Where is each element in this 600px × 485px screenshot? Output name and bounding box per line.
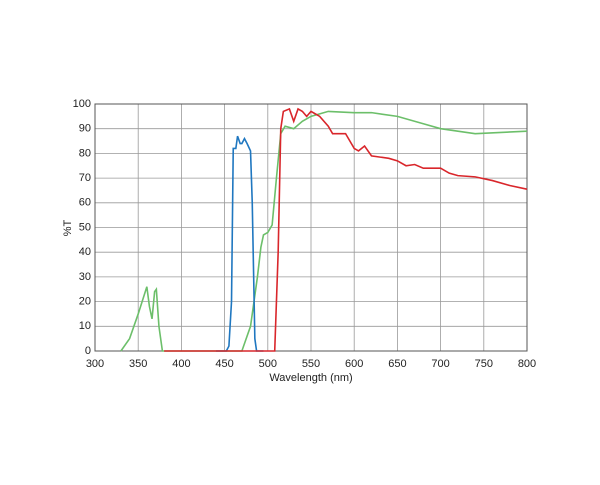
x-tick-label: 800: [518, 358, 536, 370]
x-axis-title: Wavelength (nm): [269, 372, 352, 384]
plot-frame: [94, 103, 528, 352]
y-tick-label: 50: [79, 221, 91, 233]
x-tick-label: 450: [215, 358, 233, 370]
y-tick-label: 90: [79, 123, 91, 135]
y-tick-label: 30: [79, 271, 91, 283]
series-line: [164, 107, 528, 352]
series-line: [215, 135, 264, 352]
series-line: [120, 110, 528, 352]
x-tick-label: 650: [388, 358, 406, 370]
x-tick-label: 300: [86, 358, 104, 370]
y-tick-label: 10: [79, 320, 91, 332]
y-tick-label: 100: [73, 98, 91, 110]
y-tick-label: 40: [79, 246, 91, 258]
x-tick-label: 750: [475, 358, 493, 370]
y-tick-label: 70: [79, 172, 91, 184]
y-tick-label: 0: [85, 345, 91, 357]
x-tick-label: 400: [172, 358, 190, 370]
x-tick-label: 600: [345, 358, 363, 370]
x-tick-label: 550: [302, 358, 320, 370]
y-tick-label: 80: [79, 147, 91, 159]
y-tick-label: 20: [79, 296, 91, 308]
y-axis-title: %T: [62, 219, 74, 236]
x-tick-label: 500: [259, 358, 277, 370]
x-tick-label: 350: [129, 358, 147, 370]
y-tick-label: 60: [79, 197, 91, 209]
x-tick-label: 700: [431, 358, 449, 370]
